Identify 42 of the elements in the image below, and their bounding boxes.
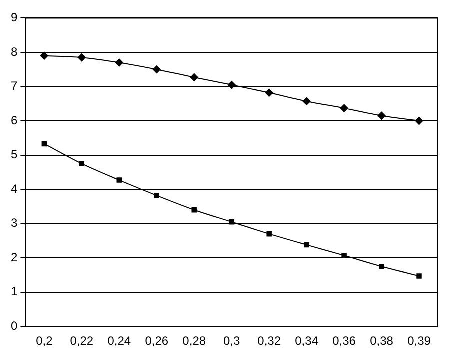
y-tick-label: 7 bbox=[10, 79, 18, 94]
point bbox=[379, 264, 384, 270]
y-tick-label: 9 bbox=[10, 10, 18, 25]
point bbox=[152, 66, 161, 74]
point bbox=[228, 81, 236, 90]
point bbox=[192, 207, 197, 213]
point bbox=[415, 117, 424, 125]
y-tick-label: 5 bbox=[10, 148, 18, 162]
point bbox=[42, 141, 48, 147]
point bbox=[190, 73, 198, 82]
point bbox=[116, 178, 122, 183]
x-tick-label: 0,22 bbox=[70, 334, 94, 348]
x-tick-label: 0,2 bbox=[36, 334, 54, 348]
point bbox=[266, 231, 272, 237]
point bbox=[416, 274, 422, 279]
x-tick-label: 0,38 bbox=[370, 334, 394, 348]
point bbox=[265, 88, 274, 97]
y-tick-label: 3 bbox=[10, 216, 18, 230]
point bbox=[78, 54, 86, 62]
y-tick-label: 2 bbox=[10, 250, 18, 264]
point bbox=[378, 112, 386, 120]
point bbox=[79, 161, 85, 166]
x-tick-label: 0,24 bbox=[108, 334, 132, 348]
point bbox=[229, 219, 234, 225]
x-tick-label: 0,28 bbox=[182, 334, 206, 348]
y-tick-label: 1 bbox=[10, 284, 18, 299]
point bbox=[115, 58, 124, 67]
point bbox=[304, 242, 310, 248]
point bbox=[302, 97, 311, 106]
y-tick-label: 0 bbox=[10, 318, 18, 333]
x-tick-label: 0,36 bbox=[332, 334, 356, 348]
x-tick-label: 0,26 bbox=[145, 334, 169, 348]
point bbox=[40, 52, 48, 60]
x-tick-label: 0,34 bbox=[295, 334, 319, 348]
x-tick-label: 0,3 bbox=[223, 334, 240, 348]
point bbox=[340, 104, 348, 112]
y-tick-label: 8 bbox=[10, 44, 18, 59]
point bbox=[154, 193, 160, 198]
y-tick-label: 6 bbox=[10, 113, 18, 128]
y-tick-label: 4 bbox=[10, 182, 18, 196]
x-tick-label: 0,32 bbox=[258, 334, 282, 348]
x-tick-label: 0,39 bbox=[408, 334, 432, 348]
